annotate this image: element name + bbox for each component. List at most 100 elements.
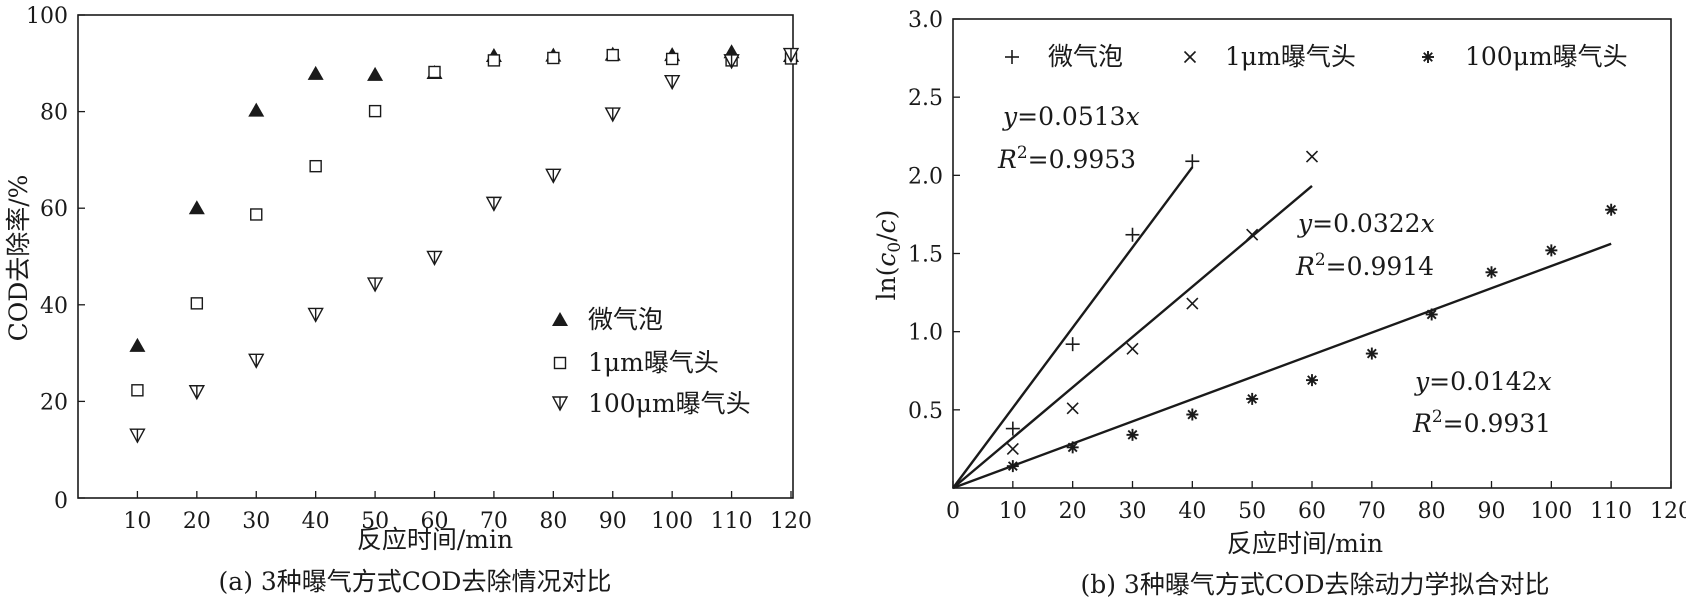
panel-b-data-points [1005, 150, 1618, 473]
data-point-microbubble [248, 102, 265, 117]
fit-line-100um-aerator [952, 242, 1612, 490]
panel-b-y-tick-label: 2.0 [908, 164, 943, 189]
data-point-100um-aerator [782, 47, 800, 64]
data-point-1um-aerator [1186, 297, 1199, 310]
panel-b-x-tick-label: 70 [1358, 499, 1386, 524]
legend-label-microbubble: 微气泡 [588, 305, 663, 334]
fit-equation-microbubble: y=0.0513x [1002, 102, 1140, 131]
data-point-100um-aerator [1126, 428, 1139, 441]
legend-icon-100um-aerator [1422, 51, 1434, 63]
panel-a-data-points [129, 44, 800, 444]
data-point-microbubble [188, 200, 205, 215]
panel-b-y-tick-label: 0.5 [908, 399, 943, 424]
legend-marker-1um-aerator [1183, 50, 1197, 64]
legend-marker-microbubble [1005, 50, 1019, 64]
panel-b-x-tick-label: 0 [946, 499, 960, 524]
panel-b-x-tick-label: 110 [1590, 499, 1632, 524]
panel-a-caption: (a) 3种曝气方式COD去除情况对比 [219, 567, 612, 596]
data-point-100um-aerator [366, 277, 384, 293]
data-point-1um-aerator [428, 65, 441, 79]
data-point-100um-aerator [1246, 392, 1259, 405]
panel-a-x-tick-label: 80 [539, 509, 567, 534]
panel-a-y-tick-label: 80 [40, 101, 68, 126]
data-point-microbubble [129, 337, 146, 352]
data-point-1um-aerator [368, 104, 382, 118]
panel-b-caption: (b) 3种曝气方式COD去除动力学拟合对比 [1080, 570, 1549, 599]
data-point-microbubble [367, 66, 384, 81]
panel-a-legend: 微气泡 1μm曝气头 100μm曝气头 [551, 305, 751, 418]
panel-b-x-tick-label: 50 [1238, 499, 1266, 524]
panel-a-origin-label: 0 [54, 489, 68, 514]
data-point-100um-aerator [663, 74, 681, 91]
data-point-1um-aerator [1066, 402, 1079, 415]
panel-a-x-tick-label: 30 [242, 509, 270, 534]
legend-icon-microbubble [1005, 50, 1019, 64]
data-point-100um-aerator [1186, 408, 1199, 421]
data-point-100um-aerator [604, 107, 621, 123]
panel-a-chart: 10 20 30 40 50 60 70 80 90 100 110 120020406080100 … [4, 4, 812, 596]
data-point-100um-aerator [1066, 441, 1079, 454]
panel-a-y-tick-label: 40 [40, 294, 68, 319]
data-point-1um-aerator [487, 54, 501, 67]
data-point-microbubble [307, 65, 324, 80]
data-point-100um-aerator [1605, 203, 1618, 216]
fit-r2-microbubble: R2=0.9953 [997, 143, 1136, 174]
panel-a-y-tick-label: 20 [40, 390, 68, 415]
fit-equation-1um-aerator: y=0.0322x [1297, 209, 1435, 238]
panel-b-y-tick-label: 1.0 [908, 321, 943, 346]
data-point-100um-aerator [188, 385, 206, 401]
panel-a-x-tick-label: 90 [599, 509, 627, 534]
fit-line-microbubble [952, 166, 1194, 489]
data-point-100um-aerator [426, 250, 443, 266]
data-point-1um-aerator [190, 297, 204, 310]
data-point-1um-aerator [1305, 150, 1319, 163]
data-point-1um-aerator [665, 52, 679, 66]
data-point-microbubble [1005, 421, 1020, 436]
panel-a-x-tick-label: 70 [480, 509, 508, 534]
panel-a-x-tick-label: 60 [421, 509, 449, 534]
data-point-microbubble [1125, 227, 1140, 242]
panel-b-x-tick-label: 90 [1478, 499, 1506, 524]
legend-icon-100um-aerator [551, 396, 569, 412]
panel-a-axes: 10 20 30 40 50 60 70 80 90 100 110 120 0 20 40 60 80 100 [26, 4, 812, 534]
panel-a-x-tick-label: 40 [302, 509, 330, 534]
data-point-1um-aerator [250, 208, 263, 221]
legend-label-100um-aerator: 100μm曝气头 [1465, 42, 1628, 71]
panel-a-plot-frame [77, 14, 794, 499]
panel-b-axes: 0 10 20 30 40 50 60 70 80 90 100 110 120 0.5 1.0 1.5 2.0… [908, 8, 1686, 524]
panel-a-y-axis-label: COD去除率/% [4, 175, 33, 342]
panel-a-x-tick-label: 100 [651, 509, 693, 534]
fit-r2-1um-aerator: R2=0.9914 [1295, 250, 1434, 281]
legend-icon-microbubble [552, 312, 568, 326]
data-point-100um-aerator [248, 353, 265, 369]
legend-marker-1um-aerator [553, 356, 567, 370]
panel-b-x-tick-label: 20 [1059, 499, 1087, 524]
panel-b-fit-lines [952, 166, 1612, 490]
fit-r2-100um-aerator: R2=0.9931 [1412, 407, 1551, 438]
data-point-1um-aerator [1246, 228, 1259, 241]
data-point-1um-aerator [547, 51, 560, 65]
data-point-100um-aerator [1306, 374, 1318, 387]
panel-b-y-tick-label: 1.5 [908, 243, 943, 268]
fit-line-1um-aerator [952, 185, 1313, 489]
panel-b-y-axis-label: ln(c0/c) [872, 210, 905, 301]
legend-icon-1um-aerator [1183, 50, 1197, 64]
data-point-1um-aerator [606, 48, 619, 62]
legend-marker-microbubble [552, 312, 568, 326]
panel-b-x-tick-label: 100 [1530, 499, 1572, 524]
data-point-100um-aerator [1425, 308, 1438, 321]
panel-b-y-tick-label: 3.0 [908, 8, 943, 33]
panel-b-x-tick-label: 10 [999, 499, 1027, 524]
data-point-1um-aerator [131, 384, 144, 397]
data-point-1um-aerator [1006, 442, 1019, 455]
legend-icon-1um-aerator [553, 356, 567, 370]
panel-b-x-tick-label: 60 [1298, 499, 1326, 524]
data-point-microbubble [1065, 337, 1080, 352]
panel-b-x-tick-label: 30 [1119, 499, 1147, 524]
panel-b-chart: 0 10 20 30 40 50 60 70 80 90 100 110 120 0.5 1.0 1.5 2.0… [872, 8, 1686, 599]
data-point-100um-aerator [1365, 347, 1378, 360]
legend-marker-100um-aerator [1422, 51, 1434, 63]
data-point-100um-aerator [129, 428, 146, 444]
